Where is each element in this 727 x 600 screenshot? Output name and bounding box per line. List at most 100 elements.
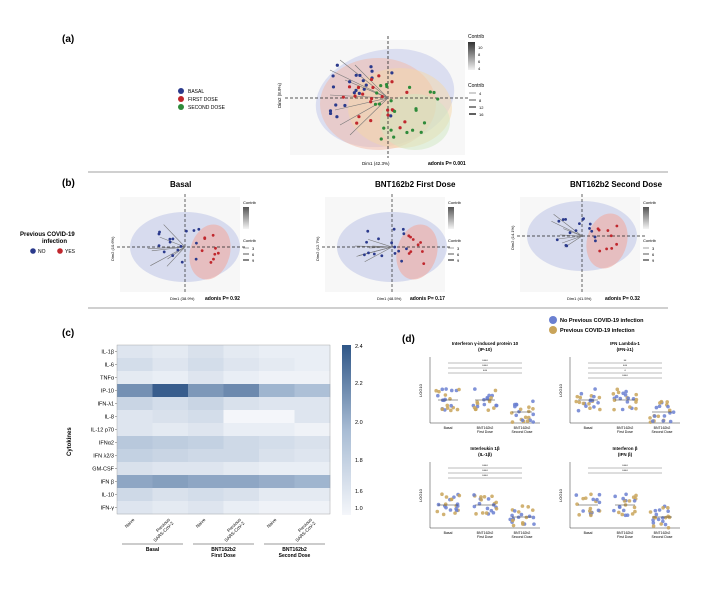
data-point [661, 505, 665, 510]
pca-point [209, 261, 213, 264]
loading-arrow [551, 220, 583, 237]
size-tick: 9 [457, 258, 460, 263]
legend-basal-marker [178, 88, 184, 94]
data-point [527, 409, 531, 414]
sig-label: *** [483, 369, 488, 373]
subplot-ylabel: Dim2 (12.7%) [315, 236, 320, 261]
loading-arrow [354, 64, 389, 99]
heatmap-col-label: PreviousSARS-CoV-2 [291, 517, 317, 543]
heatmap-group-label: BNT162b2 [282, 547, 307, 553]
pca-point [393, 252, 397, 255]
data-point [480, 511, 485, 515]
data-point [455, 502, 460, 506]
data-point [657, 508, 662, 512]
data-point [511, 523, 516, 528]
pca-point [410, 128, 415, 132]
data-point [574, 399, 579, 404]
loading-arrow [372, 245, 393, 248]
heatmap-cell [188, 384, 224, 398]
data-point [597, 500, 602, 505]
heatmap-cell [294, 449, 331, 463]
data-point [531, 399, 535, 404]
data-point [577, 513, 581, 517]
x-category-label: BNT162b2 Second Dose [651, 531, 672, 539]
data-point [651, 518, 655, 522]
heatmap-cell [117, 462, 153, 476]
data-point [512, 509, 517, 513]
heatmap-row-label: IL-1β [101, 350, 114, 356]
panel-a-label: (a) [62, 34, 74, 45]
pca-point [375, 91, 379, 95]
data-point [530, 508, 535, 512]
legend-second-dose-label: SECOND DOSE [188, 105, 226, 111]
heatmap-cell [117, 436, 153, 450]
pca-point [380, 94, 384, 99]
data-point [486, 497, 491, 501]
heatmap-row-label: IL-6 [105, 363, 114, 369]
data-point [531, 515, 536, 520]
subplot-title: Basal [170, 180, 191, 189]
heatmap-frame [116, 344, 331, 515]
panel-c-label: (c) [62, 328, 74, 339]
data-point [627, 499, 632, 503]
heatmap-cell [294, 384, 331, 398]
heatmap-cell [188, 410, 224, 424]
panel-a-xlabel: Dim1 (42.3%) [362, 161, 390, 166]
heatmap-cell [152, 475, 189, 489]
heatmap-cell [188, 449, 224, 463]
heatmap-cell [294, 345, 331, 359]
size-tick: 6 [457, 252, 460, 257]
data-point [592, 405, 596, 409]
size-tick: 3 [252, 246, 255, 251]
data-point [434, 388, 438, 393]
heatmap-row-label: IP-10 [101, 389, 114, 395]
subplot-contrib-size-title: Contrib [643, 238, 657, 243]
pca-point [436, 97, 440, 101]
panel-d-label: (d) [402, 334, 415, 345]
data-point [615, 387, 620, 392]
pca-point [184, 229, 188, 233]
pca-point [158, 230, 161, 234]
pca-point [390, 241, 394, 245]
subplot-title: BNT162b2 First Dose [375, 180, 456, 189]
subplot-adonis: adonis P= 0.92 [205, 296, 240, 302]
ellipse-green [380, 94, 450, 150]
data-point [486, 408, 491, 412]
pca-point [176, 248, 180, 252]
panel-a-ylabel: Dim2 (8.9%) [277, 82, 282, 108]
heatmap-row-label: IFNα2 [99, 441, 114, 447]
pca-point [409, 235, 412, 239]
heatmap-col-label: Naive [266, 517, 278, 529]
heatmap-cell [259, 410, 295, 424]
data-point [531, 407, 535, 411]
heatmap-cell [188, 345, 224, 359]
heatmap-cell [188, 358, 224, 372]
data-point [435, 509, 440, 514]
data-point [514, 413, 519, 418]
data-point [532, 522, 536, 526]
data-point [475, 402, 480, 406]
pca-point [194, 257, 198, 261]
legend-no-label: NO [38, 249, 46, 255]
subplot-title: Interferon γ-induced protein 10 [452, 341, 519, 346]
data-point [628, 405, 632, 409]
pca-point [214, 246, 217, 250]
panel-a: (a) BASAL FIRST DOSE SECOND DOSE Dim1 (4… [62, 34, 484, 167]
heatmap-cell [294, 475, 331, 489]
x-category-label: BNT162b2 First Dose [477, 426, 494, 434]
heatmap-cell [152, 397, 189, 411]
pca-point [400, 259, 404, 263]
panel-b-label: (b) [62, 178, 75, 189]
data-point [578, 395, 583, 400]
pca-point [354, 88, 358, 92]
panel-d-subplot: Interferon γ-induced protein 10(IP-10) LO… [418, 341, 540, 434]
panel-d-subplot: IFN Lambda-1(IFN-λ1) LOG10 Basal BNT162b2 Fi… [558, 341, 680, 434]
panel-a-contrib-tick: 10 [478, 45, 483, 50]
heatmap-cell [294, 436, 331, 450]
heatmap-cell [152, 436, 189, 450]
legend-first-dose-marker [178, 96, 184, 102]
data-point [475, 404, 480, 409]
pca-point [568, 231, 572, 235]
data-point [648, 510, 653, 514]
data-point [492, 406, 496, 410]
